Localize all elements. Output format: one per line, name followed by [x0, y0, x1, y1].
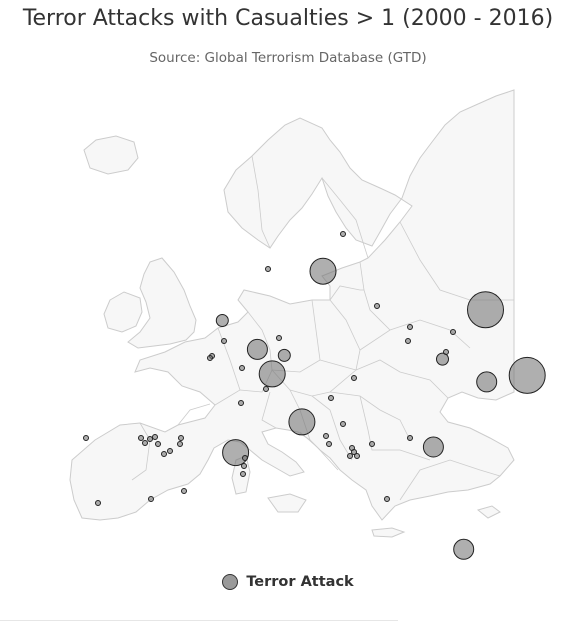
attack-bubble-sinai[interactable]: [454, 539, 474, 559]
island-cyprus: [478, 506, 500, 518]
attack-bubble-minor[interactable]: [451, 330, 456, 335]
island-iceland: [84, 136, 138, 174]
island-ireland: [104, 292, 142, 332]
attack-bubble-minor[interactable]: [156, 442, 161, 447]
attack-bubble-london[interactable]: [247, 339, 267, 359]
attack-bubble-oslo[interactable]: [310, 258, 336, 284]
attack-bubble-moscow[interactable]: [468, 292, 504, 328]
attack-bubble-minor[interactable]: [266, 267, 271, 272]
island-crete: [372, 528, 404, 537]
attack-bubble-minor[interactable]: [348, 454, 353, 459]
legend-item-terror-attack[interactable]: Terror Attack: [0, 574, 576, 590]
attack-bubble-minor[interactable]: [375, 304, 380, 309]
attack-bubble-minor[interactable]: [96, 501, 101, 506]
attack-bubble-minor[interactable]: [84, 436, 89, 441]
attack-bubble-minor[interactable]: [444, 350, 449, 355]
attack-bubble-minor[interactable]: [327, 442, 332, 447]
attack-bubble-minor[interactable]: [324, 434, 329, 439]
attack-bubble-volgograd[interactable]: [509, 357, 545, 393]
attack-bubble-istanbul[interactable]: [423, 437, 443, 457]
attack-bubble-minor[interactable]: [241, 472, 246, 477]
attack-bubble-minor[interactable]: [162, 452, 167, 457]
attack-bubble-minor[interactable]: [355, 454, 360, 459]
attack-bubble-minor[interactable]: [406, 339, 411, 344]
bottom-rule: [0, 620, 398, 621]
attack-bubble-minor[interactable]: [352, 376, 357, 381]
attack-bubble-minor[interactable]: [239, 401, 244, 406]
attack-bubble-minor[interactable]: [182, 489, 187, 494]
attack-bubble-minor[interactable]: [242, 464, 247, 469]
legend-circle-icon: [222, 574, 238, 590]
island-sicily: [268, 494, 306, 512]
attack-bubble-minor[interactable]: [178, 442, 183, 447]
attack-bubble-minor[interactable]: [370, 442, 375, 447]
attack-bubble-minor[interactable]: [168, 449, 173, 454]
attack-bubble-minor[interactable]: [341, 232, 346, 237]
attack-bubble-minor[interactable]: [264, 387, 269, 392]
attack-bubble-minor[interactable]: [149, 497, 154, 502]
attack-bubble-minor[interactable]: [148, 437, 153, 442]
attack-bubble-minor[interactable]: [153, 435, 158, 440]
attack-bubble-minor[interactable]: [408, 325, 413, 330]
attack-bubble-nice[interactable]: [289, 409, 315, 435]
attack-bubble-minor[interactable]: [243, 456, 248, 461]
attack-bubble-brussels[interactable]: [278, 349, 290, 361]
attack-bubble-minor[interactable]: [277, 336, 282, 341]
attack-bubble-minor[interactable]: [408, 436, 413, 441]
attack-bubble-minor[interactable]: [208, 356, 213, 361]
attack-bubble-minor[interactable]: [385, 497, 390, 502]
attack-bubble-minor[interactable]: [179, 436, 184, 441]
attack-bubble-donetsk[interactable]: [477, 372, 497, 392]
attack-bubble-paris[interactable]: [259, 361, 285, 387]
attack-bubble-minor[interactable]: [240, 366, 245, 371]
landmass: [70, 90, 514, 537]
legend-label: Terror Attack: [246, 574, 353, 590]
attack-bubble-minor[interactable]: [329, 396, 334, 401]
attack-bubble-belfast[interactable]: [216, 315, 228, 327]
attack-bubble-minor[interactable]: [222, 339, 227, 344]
attack-bubble-minor[interactable]: [341, 422, 346, 427]
attack-bubble-madrid[interactable]: [223, 440, 249, 466]
attack-bubble-minor[interactable]: [143, 441, 148, 446]
attack-bubble-minor[interactable]: [139, 436, 144, 441]
